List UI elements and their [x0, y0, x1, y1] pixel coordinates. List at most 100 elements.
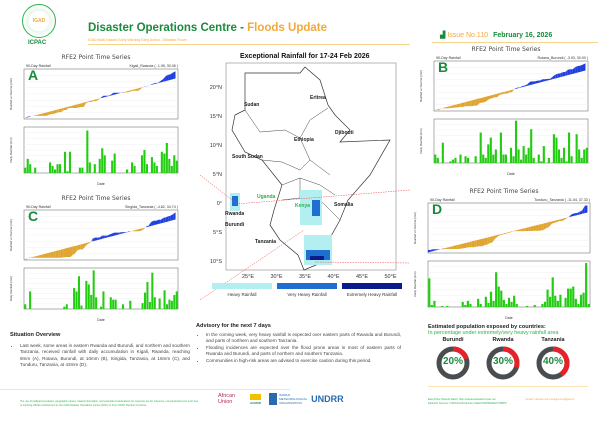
cumulative-band	[88, 100, 92, 102]
cumulative-band	[135, 88, 139, 91]
daily-bar	[158, 298, 161, 309]
daily-bar	[63, 306, 66, 309]
longitude-label: 35°E	[299, 274, 311, 280]
country-label: Eritrea	[310, 95, 326, 101]
daily-bar	[58, 164, 62, 173]
daily-bar	[163, 290, 166, 309]
cumulative-band	[51, 110, 54, 115]
daily-bar	[580, 157, 583, 163]
cumulative-band	[577, 65, 581, 73]
cumulative-band	[141, 227, 144, 231]
country-label: Djibouti	[335, 130, 354, 136]
cumulative-band	[150, 83, 154, 86]
cumulative-band	[173, 212, 176, 221]
daily-bar	[436, 157, 439, 163]
population-exposure: Estimated population exposed by countrie…	[428, 324, 600, 383]
cumulative-band	[58, 108, 62, 113]
cumulative-band	[73, 104, 77, 108]
legend-label: Very Heavy Rainfall	[287, 292, 327, 297]
cumulative-band	[497, 234, 500, 237]
advisory-heading: Advisory for the next 7 days	[196, 323, 271, 329]
x-axis-label: Date	[507, 172, 515, 176]
station-label: Tunduru_Tanzania ( -11.04, 37.33 )	[534, 198, 590, 202]
daily-bar	[513, 295, 516, 307]
daily-bar	[466, 300, 469, 307]
x-axis-label: Date	[505, 316, 513, 320]
daily-bar	[537, 154, 540, 163]
daily-bar	[579, 294, 583, 307]
cumulative-band	[569, 214, 572, 218]
latitude-label: 10°S	[210, 259, 222, 265]
cumulative-band	[453, 245, 457, 249]
latitude-label: 15°N	[210, 114, 222, 120]
cumulative-band	[532, 81, 535, 85]
daily-bar	[520, 159, 523, 163]
cumulative-band	[41, 254, 44, 258]
daily-bar	[499, 132, 502, 163]
y-axis-label: Daily Rainfall (mm)	[9, 137, 13, 162]
daily-bar	[467, 157, 470, 163]
daily-bar	[109, 297, 112, 309]
cumulative-band	[165, 74, 169, 82]
country-label: Somalia	[334, 202, 354, 208]
daily-bar	[464, 304, 467, 307]
rainfall-overlay	[230, 190, 332, 265]
time-series-chart: 90-Day Rainfall Rutana_Burundi ( -3.93, 3…	[419, 56, 589, 176]
donut-percent: 30%	[492, 356, 513, 367]
cumulative-band	[552, 74, 556, 80]
cumulative-band	[430, 249, 434, 252]
daily-bar	[143, 292, 147, 309]
cumulative-band	[543, 222, 547, 230]
source-link[interactable]: East Africa Hazards Watch: https://eahaz…	[428, 398, 496, 401]
cumulative-band	[108, 94, 111, 97]
cumulative-band	[155, 82, 159, 84]
cumulative-band	[572, 213, 575, 217]
station-label: Singida_Tanzania ( -4.82, 34.74 )	[125, 205, 178, 209]
panel-letter: B	[438, 59, 449, 75]
daily-bar	[77, 276, 81, 309]
daily-bar	[81, 167, 84, 173]
footer-divider	[0, 389, 290, 390]
cumulative-band	[78, 103, 82, 108]
cumulative-band	[554, 220, 557, 223]
cumulative-band	[105, 95, 109, 97]
advisory-item: In the coming week, very heavy rainfall …	[206, 332, 401, 345]
daily-bar	[578, 149, 581, 163]
cumulative-band	[582, 63, 586, 72]
daily-bar	[173, 155, 176, 173]
daily-bar	[487, 144, 490, 163]
cumulative-band	[53, 251, 56, 258]
advisory-item: Flooding incidences are expected over th…	[206, 345, 401, 358]
panel-c: RFE2 Point Time Series 90-Day Rainfall Sin…	[6, 195, 186, 330]
wmo-logo: WORLD METEOROLOGICAL ORGANIZATION	[269, 393, 307, 405]
daily-bar	[507, 297, 511, 307]
longitude-label: 25°E	[242, 274, 254, 280]
cumulative-band	[464, 242, 467, 249]
daily-bar	[502, 299, 505, 307]
african-union-logo: African Union	[218, 393, 236, 405]
daily-bar	[497, 286, 500, 307]
time-series-chart: 90-Day Rainfall Tunduru_Tanzania ( -11.04…	[413, 198, 591, 320]
cumulative-band	[519, 86, 523, 88]
cumulative-band	[451, 105, 455, 109]
cumulative-band	[85, 242, 88, 247]
cumulative-band	[136, 229, 139, 232]
panel-letter: C	[28, 208, 39, 224]
daily-bar	[63, 151, 67, 173]
contact[interactable]: Contact: disaster.risk.management@igad.i…	[525, 398, 575, 401]
logo-text: IGAD	[32, 18, 46, 24]
cumulative-band	[158, 80, 161, 84]
daily-bar	[111, 160, 114, 173]
data-sources: Data/Info Sources: ICPAC/IGAD Member Sta…	[428, 401, 507, 405]
daily-bar	[532, 157, 535, 163]
cumulative-band	[471, 240, 475, 248]
cumulative-band	[31, 256, 34, 258]
cumulative-band	[523, 227, 526, 232]
cumulative-band	[492, 94, 495, 99]
cumulative-band	[487, 95, 490, 101]
cumulative-band	[584, 205, 588, 214]
daily-bar	[87, 284, 90, 309]
daily-bar	[522, 146, 525, 163]
cumulative-band	[559, 218, 562, 221]
map-title: Exceptional Rainfall for 17-24 Feb 2026	[240, 53, 370, 60]
